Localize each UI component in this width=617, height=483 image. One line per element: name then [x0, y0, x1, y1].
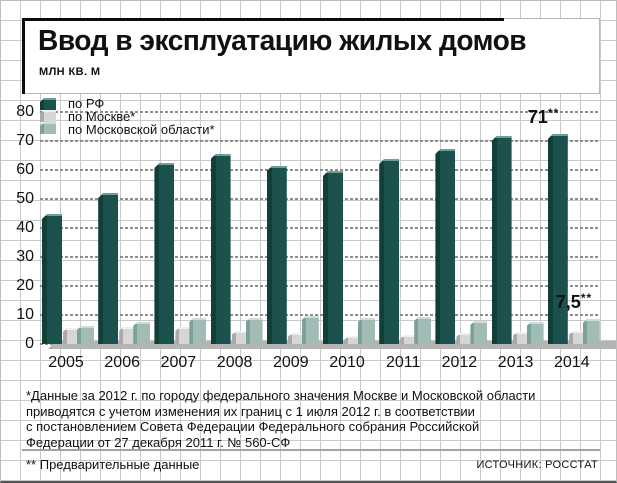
title-rule-left	[22, 18, 25, 94]
bar-2010-s2	[358, 318, 375, 344]
footer-divider	[22, 449, 600, 451]
footnote-line: Федерации от 27 декабря 2011 г. № 560-СФ	[26, 434, 291, 450]
page-title: Ввод в эксплуатацию жилых домов	[38, 25, 527, 57]
bar-2006-s2	[133, 322, 151, 344]
preliminary-note: ** Предварительные данные	[26, 457, 200, 472]
x-tick-label: 2010	[329, 354, 365, 371]
source-label: ИСТОЧНИК: РОССТАТ	[476, 459, 598, 471]
bar-2013-s1	[512, 332, 530, 344]
title-rule-top	[22, 18, 504, 21]
x-tick-label: 2008	[216, 354, 253, 371]
y-tick-label: 60	[16, 161, 34, 178]
bar-2009-s1	[287, 333, 305, 344]
gridline-y-60	[40, 169, 600, 171]
bar-2005-s2	[77, 326, 94, 344]
bar-2008-s0	[210, 154, 231, 344]
y-tick-label: 30	[16, 248, 34, 265]
bar-2014-s2	[582, 319, 600, 344]
gridline-y-30	[40, 256, 600, 258]
footnote-line: приводятся с учетом изменения их границ …	[26, 403, 475, 419]
footnote-line: с постановлением Совета Федерации Федера…	[26, 419, 480, 434]
bar-2009-s0	[266, 166, 287, 344]
bar-2008-s1	[231, 331, 249, 344]
bar-2008-s2	[245, 318, 263, 344]
bar-2014-s1	[568, 331, 586, 344]
legend-swatch-moscow-icon	[40, 110, 56, 122]
gridline-y-10	[40, 314, 600, 316]
annotation-2014: 71**	[527, 106, 560, 127]
y-tick-label: 20	[16, 277, 34, 294]
bar-2006-s0	[98, 193, 119, 344]
legend-item-moscow-region: по Московской области*	[68, 122, 215, 137]
bar-2007-s2	[189, 318, 207, 344]
x-tick-label: 2009	[273, 354, 309, 371]
x-tick-label: 2014	[554, 354, 590, 371]
x-tick-label: 2011	[385, 354, 421, 371]
bar-2013-s0	[491, 136, 512, 344]
units-label: МЛН КВ. М	[39, 66, 101, 78]
gridline-y-20	[40, 285, 600, 287]
bar-2012-s1	[456, 333, 474, 344]
y-tick-label: 70	[16, 132, 34, 149]
bar-2011-s0	[379, 159, 400, 344]
bar-2014-s0	[547, 134, 568, 344]
bar-2007-s0	[154, 163, 175, 344]
bar-2012-s0	[435, 149, 456, 344]
bar-2007-s1	[175, 327, 193, 344]
legend-swatch-rf-icon	[40, 98, 56, 110]
bar-2010-s0	[323, 171, 343, 344]
x-tick-label: 2006	[104, 354, 140, 371]
x-tick-label: 2013	[497, 354, 534, 371]
bar-2011-s1	[400, 335, 418, 344]
bar-2012-s2	[470, 321, 488, 344]
x-tick-label: 2007	[160, 354, 197, 371]
x-tick-label: 2012	[441, 354, 478, 371]
gridline-y-80	[40, 111, 600, 113]
x-tick-label: 2005	[48, 354, 84, 371]
title-box	[22, 18, 600, 94]
bar-2011-s2	[414, 317, 432, 344]
y-tick-label: 10	[16, 306, 34, 323]
y-tick-label: 80	[16, 103, 34, 120]
legend-swatch-moscow-region-icon	[40, 122, 56, 134]
bar-2005-s1	[63, 328, 80, 344]
y-tick-label: 50	[16, 190, 34, 207]
footnote-line: *Данные за 2012 г. по городу федеральног…	[26, 388, 536, 403]
bar-2009-s2	[301, 316, 319, 344]
bar-2013-s2	[526, 322, 544, 344]
bar-2006-s1	[119, 327, 137, 344]
gridline-y-40	[40, 227, 600, 229]
annotation-2014: 7,5**	[555, 291, 593, 312]
legend-item-moscow: по Москве*	[68, 109, 136, 124]
bar-2010-s1	[344, 336, 361, 344]
gridline-y-70	[40, 140, 600, 142]
footnote: *Данные за 2012 г. по городу федеральног…	[26, 388, 535, 450]
gridline-y-50	[40, 198, 600, 200]
bar-2005-s0	[42, 214, 62, 344]
legend-item-rf: по РФ	[68, 96, 105, 111]
y-tick-label: 0	[25, 335, 34, 352]
y-tick-label: 40	[16, 219, 34, 236]
